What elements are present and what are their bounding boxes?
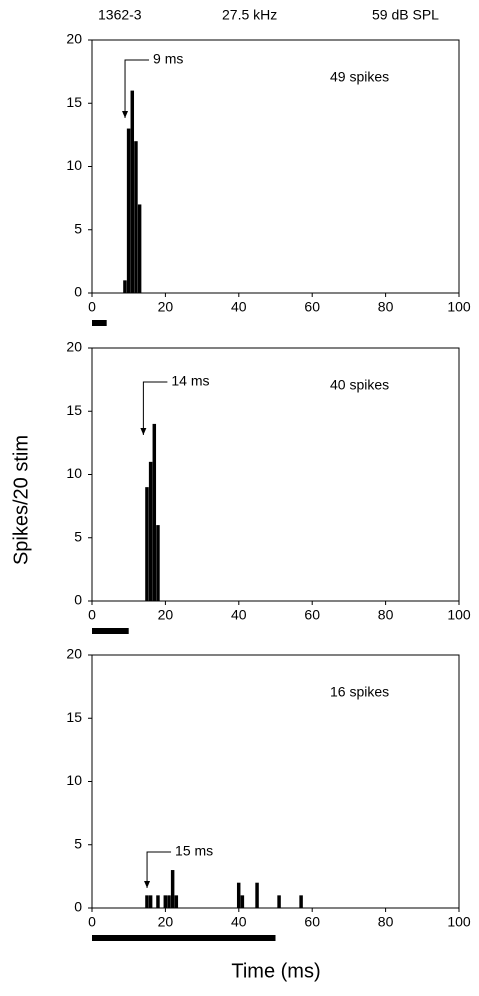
x-tick-label: 60 <box>304 299 320 315</box>
stimulus-bar <box>92 320 107 326</box>
x-tick-label: 80 <box>378 299 394 315</box>
bar <box>167 895 171 908</box>
y-tick-label: 0 <box>74 284 82 300</box>
header-id: 1362-3 <box>98 7 142 23</box>
bar <box>163 895 168 908</box>
y-tick-label: 10 <box>66 157 82 173</box>
y-tick-label: 20 <box>66 31 82 47</box>
x-tick-label: 20 <box>158 299 174 315</box>
bar <box>170 870 175 908</box>
header-level: 59 dB SPL <box>372 7 439 23</box>
y-tick-label: 10 <box>66 465 82 481</box>
latency-arrow-head <box>140 428 147 435</box>
plot-frame <box>91 39 460 294</box>
y-tick-label: 0 <box>74 899 82 915</box>
y-tick-label: 20 <box>66 646 82 662</box>
y-axis-label: Spikes/20 stim <box>10 435 32 565</box>
x-tick-label: 20 <box>158 607 174 623</box>
bar <box>156 525 160 601</box>
bar <box>130 90 135 293</box>
latency-label: 9 ms <box>153 51 183 67</box>
x-tick-label: 40 <box>231 299 247 315</box>
bar <box>145 895 149 908</box>
bar <box>134 141 138 293</box>
y-tick-label: 5 <box>74 528 82 544</box>
x-tick-label: 0 <box>88 299 96 315</box>
y-tick-label: 15 <box>66 402 82 418</box>
x-tick-label: 100 <box>447 914 471 930</box>
bar <box>148 461 153 601</box>
bar <box>255 882 259 908</box>
bar <box>240 895 245 908</box>
x-tick-label: 0 <box>88 914 96 930</box>
header-frequency: 27.5 kHz <box>222 7 277 23</box>
latency-arrow <box>146 851 172 888</box>
bar <box>137 204 142 293</box>
stimulus-bar <box>92 628 129 634</box>
y-tick-label: 0 <box>74 592 82 608</box>
bar <box>156 895 160 908</box>
stimulus-bar <box>92 935 276 941</box>
latency-arrow-head <box>144 881 151 888</box>
latency-arrow <box>142 381 168 435</box>
bar <box>145 487 149 601</box>
y-tick-label: 5 <box>74 220 82 236</box>
latency-arrow-head <box>122 111 129 118</box>
bar <box>299 895 303 908</box>
latency-arrow <box>124 59 150 118</box>
y-tick-label: 10 <box>66 772 82 788</box>
spike-count: 16 spikes <box>330 684 389 700</box>
bar <box>148 895 153 908</box>
x-tick-label: 80 <box>378 607 394 623</box>
latency-label: 15 ms <box>175 843 213 859</box>
x-tick-label: 40 <box>231 914 247 930</box>
bar <box>152 423 157 601</box>
y-tick-label: 20 <box>66 339 82 355</box>
x-tick-label: 60 <box>304 607 320 623</box>
spike-count: 49 spikes <box>330 69 389 85</box>
x-tick-label: 80 <box>378 914 394 930</box>
y-tick-label: 5 <box>74 835 82 851</box>
x-tick-label: 0 <box>88 607 96 623</box>
x-tick-label: 60 <box>304 914 320 930</box>
x-tick-label: 40 <box>231 607 247 623</box>
bar <box>123 280 127 293</box>
x-tick-label: 100 <box>447 299 471 315</box>
y-tick-label: 15 <box>66 709 82 725</box>
x-tick-label: 20 <box>158 914 174 930</box>
y-tick-label: 15 <box>66 94 82 110</box>
bar <box>277 895 281 908</box>
latency-label: 14 ms <box>171 373 209 389</box>
bar <box>236 882 241 908</box>
bar <box>126 128 131 293</box>
spike-count: 40 spikes <box>330 377 389 393</box>
bar <box>174 895 179 908</box>
x-tick-label: 100 <box>447 607 471 623</box>
x-axis-label: Time (ms) <box>231 960 320 982</box>
